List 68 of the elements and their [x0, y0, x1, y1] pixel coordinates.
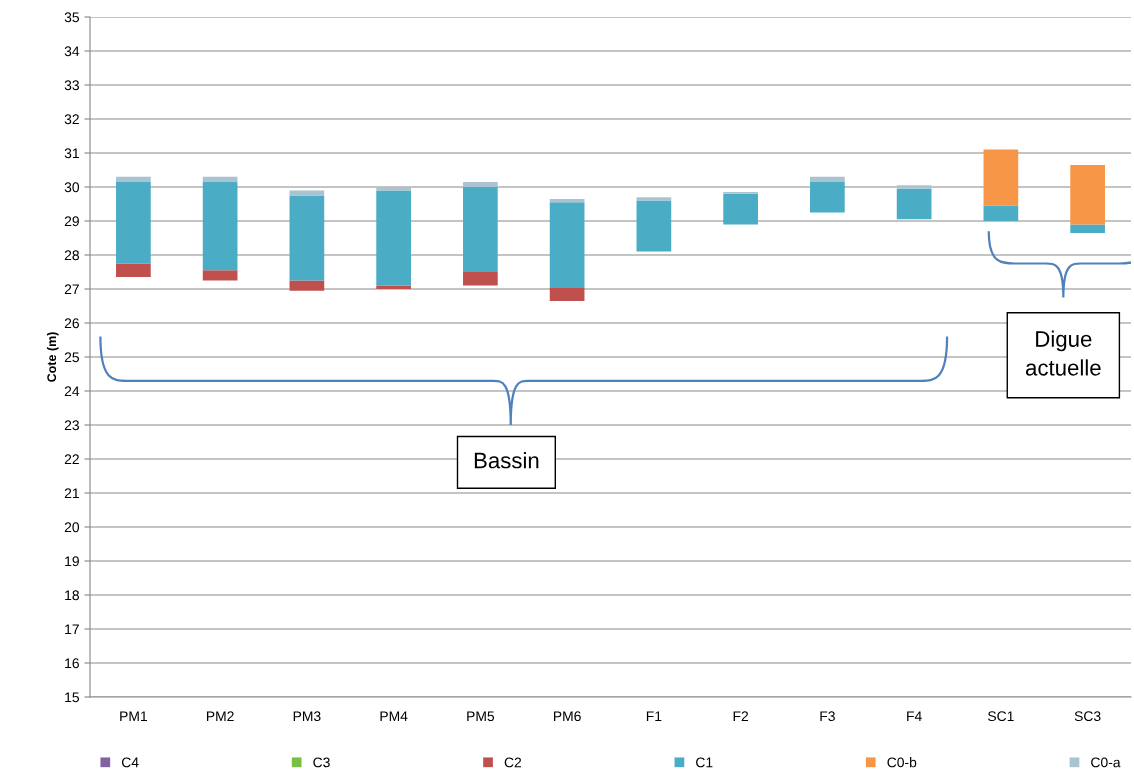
bar [463, 272, 498, 286]
y-tick-label: 23 [64, 420, 79, 431]
bar [983, 205, 1019, 221]
y-tick-label: 25 [64, 352, 79, 363]
annotation: Bassin [474, 452, 539, 469]
bar [636, 200, 672, 252]
y-tick-label: 34 [64, 46, 80, 57]
y-tick-label: 33 [64, 80, 79, 91]
x-tick-label: PM4 [380, 711, 408, 721]
bar [463, 181, 498, 187]
x-tick-label: PM3 [293, 711, 321, 722]
bar [202, 270, 238, 281]
bar [289, 190, 325, 196]
bar [289, 280, 325, 291]
bar [983, 149, 1019, 206]
bar [202, 181, 238, 271]
y-tick-label: 28 [64, 250, 79, 261]
y-tick-label: 16 [65, 658, 79, 669]
x-tick-label: F4 [907, 711, 922, 721]
y-tick-label: 17 [65, 624, 79, 635]
y-tick-label: 35 [64, 12, 79, 23]
y-axis-title: Cote (m) [46, 332, 59, 382]
x-tick-label: SC1 [988, 711, 1014, 722]
y-tick-label: 27 [64, 284, 79, 295]
x-tick-label: PM6 [553, 711, 581, 722]
bar [549, 202, 585, 288]
y-tick-label: 26 [64, 318, 79, 329]
bar [116, 181, 151, 264]
y-tick-label: 18 [65, 590, 79, 601]
bar [549, 287, 585, 301]
y-tick-label: 30 [64, 182, 80, 193]
x-tick-label: SC3 [1074, 711, 1101, 722]
bar [289, 195, 325, 281]
bar [896, 185, 932, 189]
bar [202, 176, 238, 182]
y-tick-label: 20 [64, 522, 80, 533]
legend-label: C3 [313, 757, 330, 768]
legend-label: C0-b [887, 757, 917, 768]
bar [723, 193, 758, 225]
bar [810, 181, 845, 213]
bar [463, 187, 498, 272]
x-tick-label: F3 [820, 711, 835, 722]
legend-label: C0-a [1091, 757, 1121, 768]
bar [116, 176, 151, 182]
y-tick-label: 32 [64, 114, 79, 125]
bar [1070, 164, 1105, 225]
legend-label: C4 [121, 757, 139, 768]
y-tick-label: 31 [64, 148, 79, 159]
bar [810, 176, 845, 182]
bar [1070, 224, 1105, 233]
bar [896, 188, 932, 220]
y-tick-label: 15 [65, 692, 79, 703]
bar [636, 197, 672, 201]
y-tick-label: 24 [64, 386, 80, 397]
annotation: Digue actuelle [1025, 330, 1101, 376]
legend-label: C2 [504, 757, 522, 768]
y-tick-label: 29 [64, 216, 79, 227]
bar [376, 190, 411, 286]
y-tick-label: 19 [65, 556, 79, 567]
x-tick-label: PM2 [206, 711, 234, 721]
x-tick-label: PM5 [467, 711, 495, 722]
x-tick-label: PM1 [120, 711, 147, 721]
y-tick-label: 22 [64, 454, 79, 465]
bar [116, 263, 151, 278]
legend-label: C1 [696, 757, 713, 768]
x-tick-label: F2 [733, 711, 749, 721]
x-tick-label: F1 [646, 711, 662, 721]
y-tick-label: 21 [64, 488, 79, 499]
